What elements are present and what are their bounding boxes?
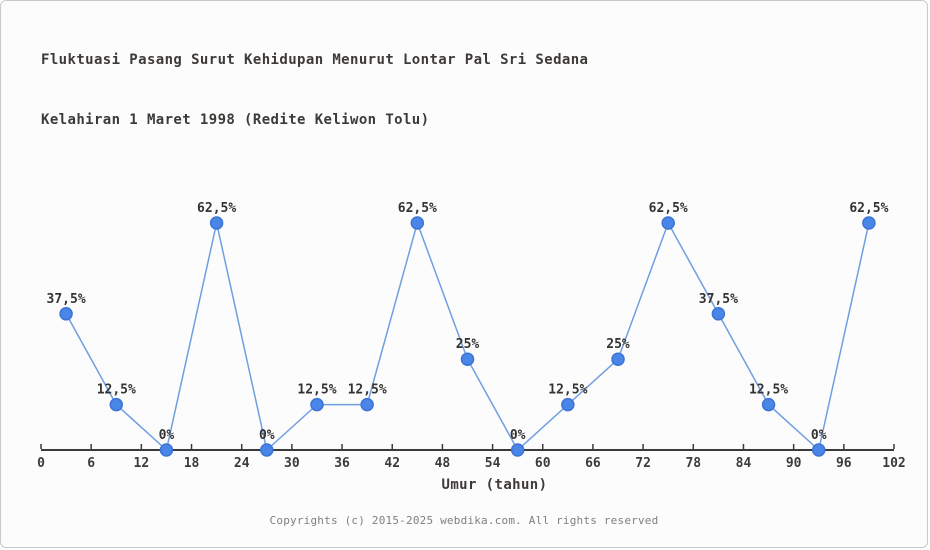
data-point-marker [109,397,124,412]
x-tick-label: 0 [37,456,45,471]
data-point-marker [711,307,726,321]
x-tick-label: 18 [184,456,200,471]
x-tick-label: 84 [736,456,752,471]
x-tick-label: 36 [334,456,350,471]
data-point-label: 37,5% [47,292,86,307]
x-tick-label: 30 [284,456,300,471]
x-tick-label: 42 [384,456,400,471]
data-point-marker [59,307,73,321]
data-point-label: 12,5% [97,383,136,398]
data-point-marker [460,352,475,366]
data-point-marker [761,397,776,412]
chart-title: Fluktuasi Pasang Surut Kehidupan Menurut… [41,10,588,170]
data-point-marker [510,443,525,457]
x-tick-label: 6 [87,456,95,471]
x-tick-label: 24 [234,456,250,471]
data-point-marker [260,443,274,457]
chart-title-line2: Kelahiran 1 Maret 1998 (Redite Keliwon T… [41,112,430,128]
data-point-marker [862,216,876,230]
data-point-label: 62,5% [398,201,437,216]
data-point-marker [310,397,324,412]
x-tick-label: 66 [585,456,601,471]
data-point-label: 37,5% [699,292,738,307]
data-point-label: 12,5% [548,383,587,398]
x-tick-label: 102 [882,456,905,471]
data-point-marker [811,443,826,457]
data-point-label: 0% [811,428,827,443]
x-tick-label: 48 [435,456,451,471]
data-point-label: 12,5% [749,383,788,398]
data-point-label: 0% [159,428,175,443]
x-axis-title: Umur (tahun) [442,477,548,493]
data-point-label: 62,5% [197,201,236,216]
x-tick-label: 54 [485,456,501,471]
x-tick-label: 90 [786,456,802,471]
data-point-label: 25% [456,337,480,352]
data-point-label: 25% [606,337,630,352]
x-tick-label: 12 [134,456,150,471]
x-tick-label: 96 [836,456,852,471]
data-point-marker [159,443,174,457]
x-tick-label: 72 [635,456,651,471]
data-point-label: 0% [510,428,526,443]
data-point-marker [561,397,575,412]
data-point-marker [360,397,374,412]
data-point-label: 0% [259,428,275,443]
copyright-text: Copyrights (c) 2015-2025 webdika.com. Al… [269,514,659,527]
data-point-marker [410,216,425,230]
chart-title-line1: Fluktuasi Pasang Surut Kehidupan Menurut… [41,52,589,68]
data-point-marker [611,352,625,366]
data-point-label: 62,5% [849,201,888,216]
x-tick-label: 78 [685,456,701,471]
data-point-marker [661,216,675,230]
data-point-label: 12,5% [297,383,336,398]
data-point-label: 12,5% [348,383,387,398]
data-point-marker [209,216,224,230]
data-point-label: 62,5% [649,201,688,216]
x-tick-label: 60 [535,456,551,471]
